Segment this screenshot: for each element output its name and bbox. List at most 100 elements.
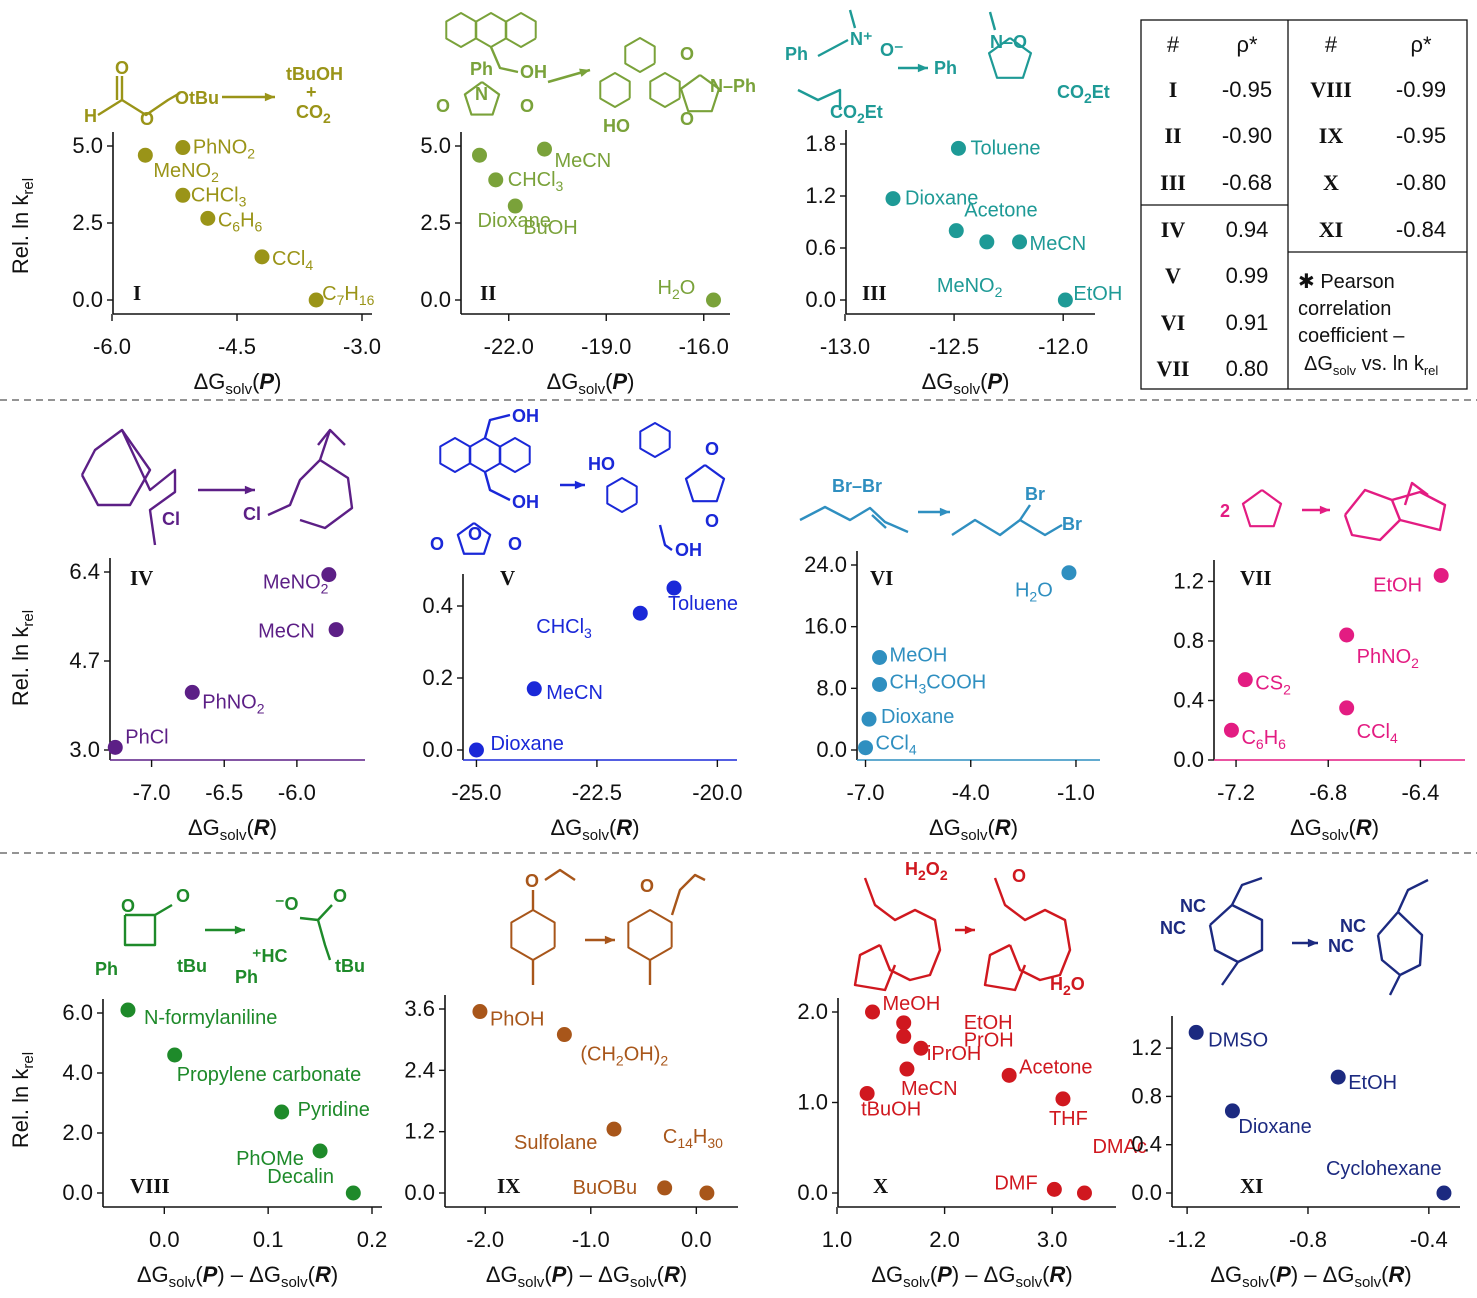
bond [1241, 489, 1283, 528]
atom: tBu [177, 956, 207, 976]
y-tick-label: 0.8 [1131, 1083, 1162, 1108]
data-point [137, 147, 153, 163]
bond [863, 877, 942, 982]
x-tick-label: -2.0 [466, 1227, 504, 1252]
y-tick-label: 16.0 [804, 614, 847, 639]
data-point [1237, 672, 1253, 688]
bond [318, 428, 346, 461]
data-point [948, 223, 964, 239]
x-axis-title: ΔGsolv(P) – ΔGsolv(R) [1210, 1262, 1411, 1291]
y-tick-label: 0.0 [420, 287, 451, 312]
panel-label-II: II [480, 281, 496, 305]
point-label: EtOH [964, 1012, 1013, 1034]
data-point [885, 191, 901, 207]
atom: ⁻O [275, 894, 299, 914]
y-axis-title: Rel. ln krel [8, 178, 37, 274]
arrow-head [574, 480, 585, 490]
data-point [872, 676, 888, 692]
data-point [657, 1180, 673, 1196]
data-point [175, 187, 191, 203]
bond [649, 72, 681, 108]
point-label: Sulfolane [514, 1132, 597, 1154]
data-point [1046, 1181, 1062, 1197]
bond [1388, 911, 1424, 996]
table-header: ρ* [1236, 32, 1258, 57]
point-label: CS2 [1255, 673, 1291, 698]
point-label: BuOBu [573, 1177, 637, 1199]
table-header: # [1325, 32, 1338, 57]
arrow-head [264, 92, 275, 102]
atom: OH [520, 62, 547, 82]
data-point [472, 1004, 488, 1020]
bond [853, 943, 897, 992]
bond [1376, 934, 1401, 976]
table-row-id: III [1160, 170, 1186, 195]
table-row-value: -0.84 [1396, 217, 1446, 242]
bond [817, 38, 849, 58]
data-point [200, 210, 216, 226]
panel-label-VII: VII [1240, 566, 1272, 590]
table-row-id: IV [1161, 217, 1186, 242]
point-label: MeCN [1030, 233, 1087, 255]
atom-O: O [1012, 866, 1026, 886]
atom-N: N [475, 84, 488, 104]
arrow-head [244, 485, 255, 495]
data-point [328, 622, 344, 638]
bond [505, 12, 537, 48]
data-point [1224, 1103, 1240, 1119]
table-row-value: -0.99 [1396, 77, 1446, 102]
x-tick-label: -13.0 [820, 334, 870, 359]
point-label: PhNO2 [193, 137, 255, 162]
data-point [507, 198, 523, 214]
bond [670, 873, 706, 916]
y-tick-label: 2.4 [404, 1057, 435, 1082]
atom-group: N–Ph [710, 76, 756, 96]
scheme-I: O H O OtBu tBuOH+CO2 [84, 58, 343, 129]
data-point [167, 1047, 183, 1063]
arrow-head [579, 68, 590, 77]
data-point [1055, 1091, 1071, 1107]
atom-O: O [436, 96, 450, 116]
data-point [706, 292, 721, 308]
point-label: tBuOH [861, 1098, 921, 1120]
bond [797, 88, 842, 110]
bond [469, 437, 501, 473]
y-tick-label: 0.4 [422, 593, 453, 618]
point-label: C6H6 [218, 209, 263, 234]
x-tick-label: -0.4 [1410, 1227, 1448, 1252]
y-tick-label: 0.0 [62, 1180, 93, 1205]
x-tick-label: -6.4 [1401, 780, 1439, 805]
table-row-id: VIII [1310, 77, 1352, 102]
data-point [312, 1143, 328, 1159]
atom: Ph [934, 58, 957, 78]
data-point [872, 650, 888, 665]
x-axis-title: ΔGsolv(P) [194, 369, 282, 398]
y-axis-title: Rel. ln krel [8, 610, 37, 706]
arrow-head [964, 925, 975, 935]
data-point [1061, 565, 1077, 581]
bond [624, 37, 656, 73]
y-tick-label: 4.0 [62, 1060, 93, 1085]
x-tick-label: -25.0 [451, 780, 501, 805]
atom-O: O [333, 886, 347, 906]
data-point [606, 1121, 622, 1137]
x-tick-label: 0.1 [253, 1227, 284, 1252]
atom-group: NC [1180, 896, 1206, 916]
bond [123, 913, 157, 947]
point-label: Cyclohexane [1326, 1158, 1442, 1180]
y-tick-label: 0.8 [1173, 628, 1204, 653]
point-label: EtOH [1373, 574, 1422, 596]
bond [439, 437, 471, 473]
data-point [632, 605, 648, 621]
point-label: C6H6 [1241, 727, 1286, 752]
panel-label-IX: IX [497, 1174, 520, 1198]
data-point [913, 1040, 929, 1056]
atom-Cl: Cl [162, 509, 180, 529]
data-point [488, 172, 504, 188]
y-tick-label: 0.0 [422, 737, 453, 762]
scheme-IV: Cl Cl [80, 428, 354, 546]
bond [317, 429, 331, 446]
atom: O⁻ [880, 40, 904, 60]
bond [120, 429, 177, 546]
